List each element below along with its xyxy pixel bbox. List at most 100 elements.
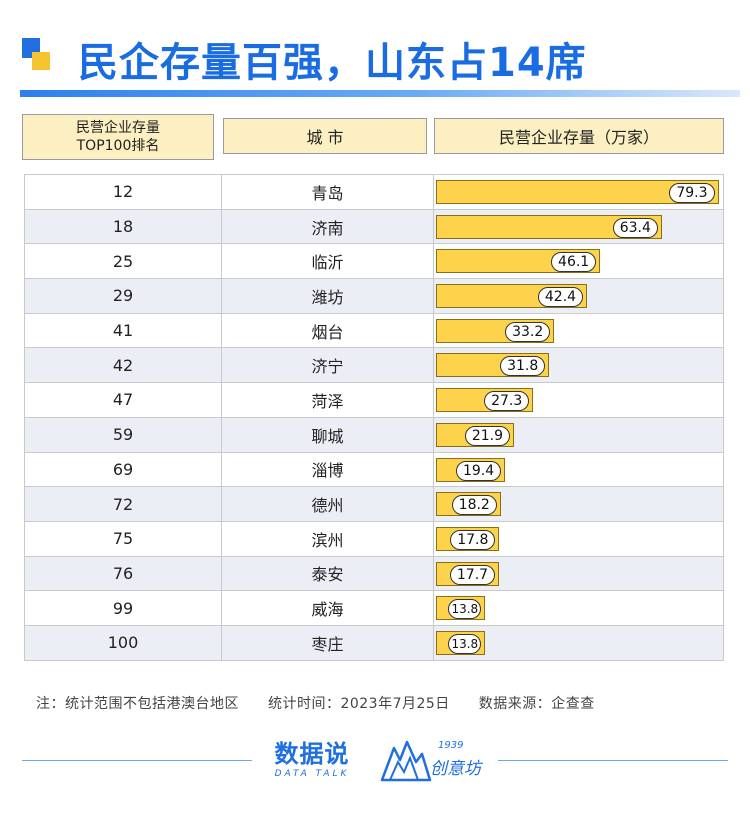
table-row: 47 菏泽 27.3 [25,383,723,418]
rank-cell: 75 [25,521,222,556]
bar: 79.3 [436,180,719,204]
bar-cell: 13.8 [434,626,723,660]
bar-value-label: 63.4 [612,217,658,238]
bar: 33.2 [436,318,555,343]
bar: 27.3 [436,388,534,413]
bar-cell: 18.2 [434,487,723,521]
bar: 31.8 [436,353,550,378]
bar-value-label: 79.3 [669,183,715,203]
rank-cell: 59 [25,417,222,452]
city-cell: 青岛 [222,175,434,209]
bar: 17.8 [436,526,500,551]
bar-value-label: 17.7 [449,564,496,585]
table-row: 72 德州 18.2 [25,487,723,522]
note-time: 统计时间：2023年7月25日 [267,696,450,712]
city-cell: 威海 [222,591,434,625]
table-row: 75 滨州 17.8 [25,521,723,557]
bar-cell: 63.4 [434,210,723,244]
rank-cell: 47 [25,383,222,417]
bar: 19.4 [436,457,506,482]
city-cell: 滨州 [222,521,434,556]
bar: 46.1 [436,249,601,274]
city-cell: 潍坊 [222,279,434,313]
brand-name: 创意坊 [430,759,481,779]
table-row: 69 淄博 19.4 [25,452,723,488]
rank-cell: 100 [25,625,222,660]
store-column-header: 民营企业存量（万家） [434,118,724,154]
table-row: 25 临沂 46.1 [25,244,723,280]
table-row: 99 威海 13.8 [25,591,723,626]
brand-year: 1939 [438,740,464,751]
bar-value-label: 31.8 [500,356,546,377]
bar-cell: 31.8 [434,348,723,382]
bar: 17.7 [436,561,500,586]
bar-cell: 27.3 [434,383,723,417]
rank-cell: 12 [25,175,222,209]
table-row: 100 枣庄 13.8 [25,625,723,661]
note-source: 数据来源：企查查 [478,696,595,712]
rank-header-line2: TOP100排名 [76,138,160,154]
data-talk-logo: 数据说 DATA TALK [262,740,362,784]
bar-cell: 33.2 [434,314,723,348]
bar-cell: 79.3 [434,175,723,209]
rank-cell: 99 [25,591,222,625]
table-row: 41 烟台 33.2 [25,313,723,349]
city-cell: 菏泽 [222,383,434,417]
yellow-square-icon [32,52,50,70]
bar-cell: 19.4 [434,453,723,487]
creative-workshop-logo: 1939 创意坊 [380,738,490,782]
bar-value-label: 46.1 [551,252,597,273]
city-cell: 烟台 [222,313,434,348]
bar-cell: 21.9 [434,418,723,452]
rank-cell: 76 [25,556,222,591]
bar-cell: 42.4 [434,279,723,313]
rank-cell: 69 [25,452,222,487]
table-row: 42 济宁 31.8 [25,348,723,384]
table-row: 76 泰安 17.7 [25,556,723,592]
city-cell: 泰安 [222,556,434,591]
table-row: 12 青岛 79.3 [25,175,723,210]
bar: 13.8 [436,596,486,621]
city-cell: 德州 [222,487,434,521]
bar-cell: 13.8 [434,591,723,625]
city-cell: 济南 [222,209,434,244]
bar: 13.8 [436,630,486,655]
city-cell: 临沂 [222,244,434,279]
bar-cell: 17.8 [434,522,723,556]
footer-line-right [498,760,728,761]
city-cell: 枣庄 [222,625,434,660]
rank-column-header: 民营企业存量 TOP100排名 [22,114,214,160]
footer-note: 注：统计范围不包括港澳台地区 统计时间：2023年7月25日 数据来源：企查查 [36,693,619,713]
data-talk-main: 数据说 [274,740,350,768]
bar-value-label: 18.2 [451,495,497,516]
bar-value-label: 27.3 [484,391,530,412]
rank-cell: 18 [25,209,222,244]
data-table: 12 青岛 79.3 18 济南 63.4 25 临沂 46.1 29 潍坊 42.4 41 烟台 33.2… [24,174,724,661]
mountain-icon [380,740,432,782]
rank-header-line1: 民营企业存量 [76,120,160,136]
city-cell: 济宁 [222,348,434,383]
bar-value-label: 13.8 [448,599,482,620]
bar: 42.4 [436,284,588,309]
logo-mark [22,38,50,70]
rank-cell: 42 [25,348,222,383]
table-row: 18 济南 63.4 [25,209,723,245]
bar: 18.2 [436,492,501,517]
bar-value-label: 19.4 [455,460,502,481]
city-cell: 淄博 [222,452,434,487]
bar-value-label: 42.4 [537,287,584,308]
rank-cell: 29 [25,279,222,313]
page-title: 民企存量百强，山东占14席 [78,40,587,86]
table-row: 59 聊城 21.9 [25,417,723,453]
title-divider [20,90,740,97]
rank-cell: 72 [25,487,222,521]
rank-cell: 41 [25,313,222,348]
bar: 21.9 [436,422,515,447]
bar-value-label: 21.9 [464,425,511,446]
rank-cell: 25 [25,244,222,279]
bar-value-label: 17.8 [450,529,496,550]
data-talk-sub: DATA TALK [274,769,350,779]
bar-value-label: 33.2 [505,321,551,342]
bar: 63.4 [436,214,662,239]
bar-cell: 46.1 [434,244,723,278]
